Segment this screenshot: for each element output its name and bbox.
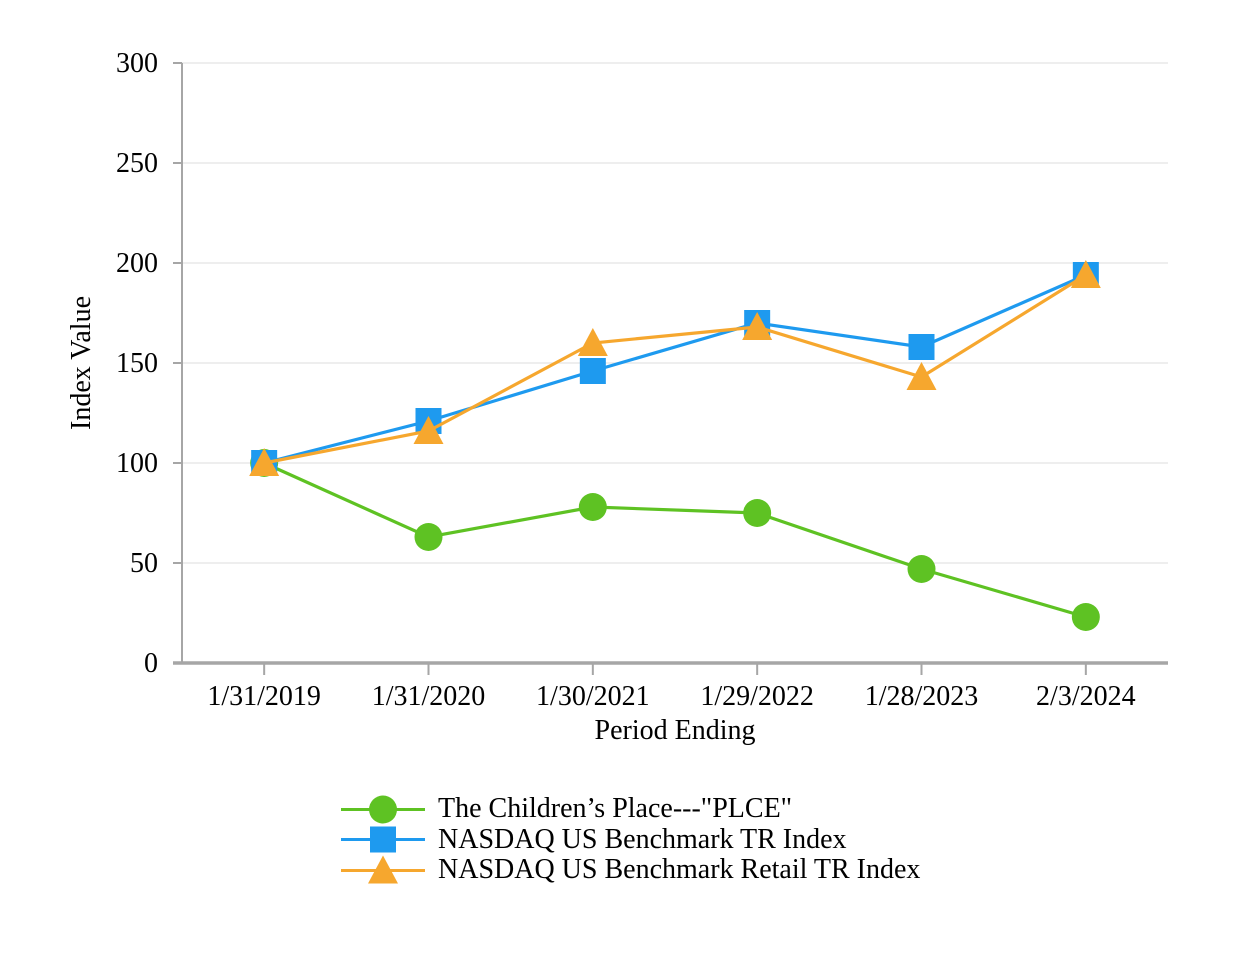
x-tick-label-2: 1/30/2021 [536,681,650,712]
series-0-marker-5 [1071,603,1100,631]
legend-label-nasdaq-retail: NASDAQ US Benchmark Retail TR Index [438,854,921,886]
series-0-marker-4 [907,555,936,583]
y-tick-label-50: 50 [130,548,158,579]
legend-marker-shape [368,855,398,884]
legend-item-plce: The Children’s Place---"PLCE" [341,794,920,825]
y-tick-label-200: 200 [116,248,158,279]
x-tick-label-0: 1/31/2019 [207,681,321,712]
line-chart-plot: 0 50 100 150 200 250 300 1/31/2019 1/31/2020 1/30… [66,48,1168,746]
series-0-marker-3 [743,499,772,527]
y-tick-label-150: 150 [116,348,158,379]
series-1-marker-2 [579,358,606,384]
x-tick-label-5: 2/3/2024 [1036,681,1136,712]
legend-label-nasdaq-benchmark: NASDAQ US Benchmark TR Index [438,823,847,855]
x-tick-label-3: 1/29/2022 [700,681,814,712]
series-0-marker-1 [414,523,443,551]
series-2-marker-4 [906,362,937,390]
y-tick-label-250: 250 [116,148,158,179]
chart-legend: The Children’s Place---"PLCE" NASDAQ US … [341,794,920,886]
legend-label-plce: The Children’s Place---"PLCE" [438,793,793,825]
x-axis-title: Period Ending [595,715,756,746]
series-2-marker-0 [249,448,280,476]
x-tick-label-1: 1/31/2020 [372,681,486,712]
x-tick-label-4: 1/28/2023 [865,681,979,712]
series-2-marker-5 [1070,260,1101,288]
series-line-0 [263,461,1087,619]
legend-item-nasdaq-retail: NASDAQ US Benchmark Retail TR Index [341,855,920,886]
y-tick-label-300: 300 [116,48,158,79]
series-2-marker-3 [742,312,773,340]
series-line-2 [263,273,1087,465]
legend-marker-shape [370,826,396,853]
blue-square-series-icon [341,826,425,853]
y-tick-label-100: 100 [116,448,158,479]
series-2-marker-1 [413,416,444,444]
y-axis-title: Index Value [66,296,97,430]
y-tick-label-0: 0 [144,648,158,679]
series-line-1 [263,273,1087,465]
series-1-marker-4 [908,334,935,360]
legend-marker-shape [369,795,397,824]
green-circle-series-icon [341,795,425,824]
orange-triangle-series-icon [341,855,425,884]
series-2-marker-2 [577,328,608,356]
series-0-marker-2 [578,493,607,521]
legend-item-nasdaq-benchmark: NASDAQ US Benchmark TR Index [341,825,920,856]
